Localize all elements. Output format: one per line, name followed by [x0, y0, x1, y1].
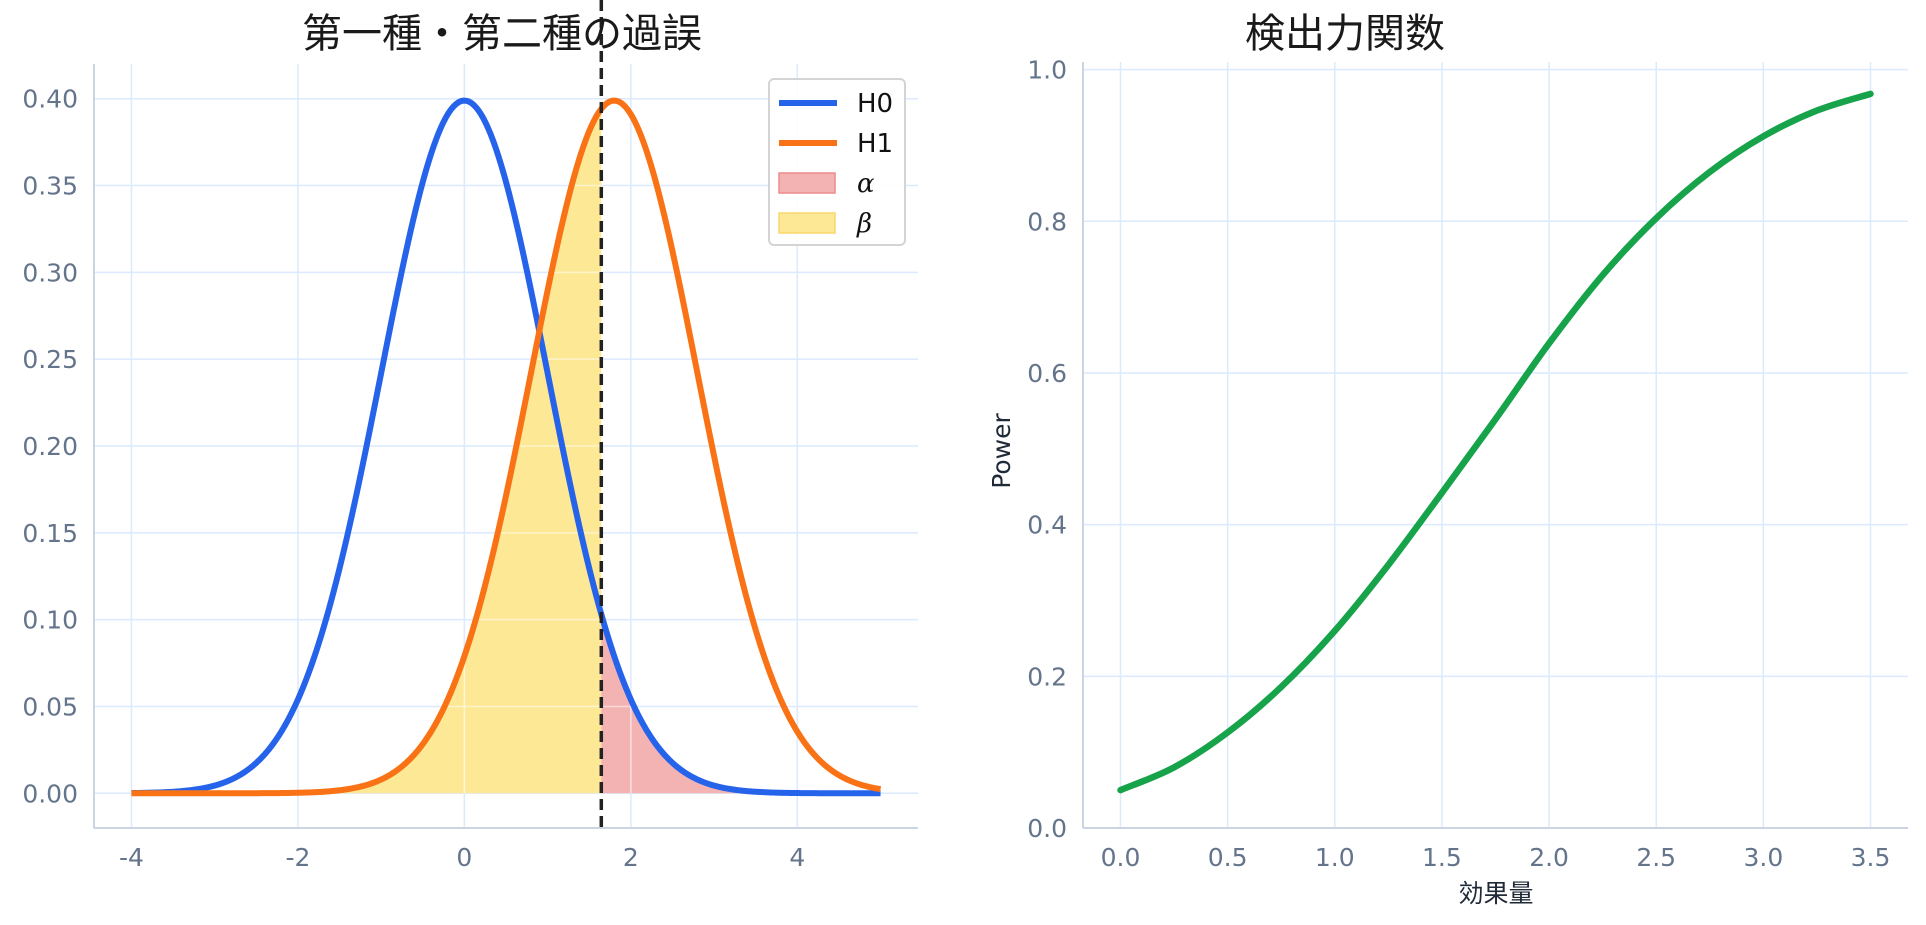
- legend-box: [768, 78, 906, 246]
- left-y-tick-label: 0.25: [22, 345, 78, 374]
- left-y-tick-label: 0.30: [22, 258, 78, 287]
- right-axes: [1082, 62, 1908, 829]
- right-x-tick-label: 1.0: [1315, 843, 1355, 872]
- right-x-tick-label: 0.0: [1101, 843, 1141, 872]
- left-x-tick-label: 2: [623, 843, 639, 872]
- right-x-axis-label: 効果量: [1458, 879, 1533, 908]
- right-y-axis-label: Power: [987, 412, 1016, 488]
- left-legend: H0 H1 αβ: [768, 78, 906, 246]
- left-y-tick-label: 0.40: [22, 85, 78, 114]
- alpha-region: [601, 614, 881, 794]
- legend-label: H0: [857, 89, 893, 119]
- right-tick-labels: 0.0 0.5 1.0 1.5 2.0 2.5 3.0 3.5 0.0 0.2 0.4 0.6 0.8 1…: [1027, 56, 1890, 872]
- left-x-tick-label: 0: [456, 843, 472, 872]
- left-y-tick-label: 0.00: [22, 779, 78, 808]
- right-y-tick-label: 0.2: [1027, 662, 1067, 691]
- error-types-chart: -4 -2 0 2 4 0.00 0.05 0.10 0.15 0.20 0.25 0.30 0.35 0…: [22, 0, 918, 872]
- power-curve: [1117, 90, 1874, 794]
- right-y-tick-label: 0.4: [1027, 511, 1067, 540]
- h1-curve: [130, 97, 882, 797]
- right-power-curve: [1117, 90, 1874, 794]
- legend-label: β: [856, 209, 872, 239]
- right-x-tick-label: 1.5: [1422, 843, 1462, 872]
- left-y-tick-label: 0.35: [22, 172, 78, 201]
- left-density-curves: [130, 0, 882, 828]
- right-x-tick-label: 2.0: [1529, 843, 1569, 872]
- right-y-tick-label: 0.8: [1027, 207, 1067, 236]
- beta-region: [131, 108, 602, 794]
- left-x-tick-label: -4: [119, 843, 144, 872]
- right-y-tick-label: 1.0: [1027, 56, 1067, 85]
- right-y-tick-label: 0.6: [1027, 359, 1067, 388]
- left-tick-labels: -4 -2 0 2 4 0.00 0.05 0.10 0.15 0.20 0.25 0.30 0.35 0…: [22, 85, 805, 872]
- power-function-chart: 0.0 0.5 1.0 1.5 2.0 2.5 3.0 3.5 0.0 0.2 0.4 0.6 0.8 1…: [987, 11, 1908, 908]
- right-chart-title: 検出力関数: [1245, 11, 1445, 57]
- right-x-tick-label: 3.0: [1743, 843, 1783, 872]
- right-y-tick-label: 0.0: [1027, 814, 1067, 843]
- right-x-tick-label: 0.5: [1208, 843, 1248, 872]
- left-x-tick-label: 4: [789, 843, 805, 872]
- legend-label: H1: [857, 129, 893, 159]
- right-x-tick-label: 3.5: [1851, 843, 1891, 872]
- right-grid: [1083, 62, 1908, 829]
- h0-curve: [130, 97, 882, 797]
- right-x-tick-label: 2.5: [1636, 843, 1676, 872]
- left-axes: [93, 64, 918, 829]
- left-y-tick-label: 0.10: [22, 606, 78, 635]
- left-chart-title: 第一種・第二種の過誤: [302, 11, 702, 57]
- left-y-tick-label: 0.05: [22, 692, 78, 721]
- legend-swatch-patch: [778, 212, 836, 234]
- legend-swatch-patch: [778, 172, 836, 194]
- left-y-tick-label: 0.20: [22, 432, 78, 461]
- legend-label: α: [857, 169, 875, 199]
- left-x-tick-label: -2: [285, 843, 310, 872]
- left-y-tick-label: 0.15: [22, 519, 78, 548]
